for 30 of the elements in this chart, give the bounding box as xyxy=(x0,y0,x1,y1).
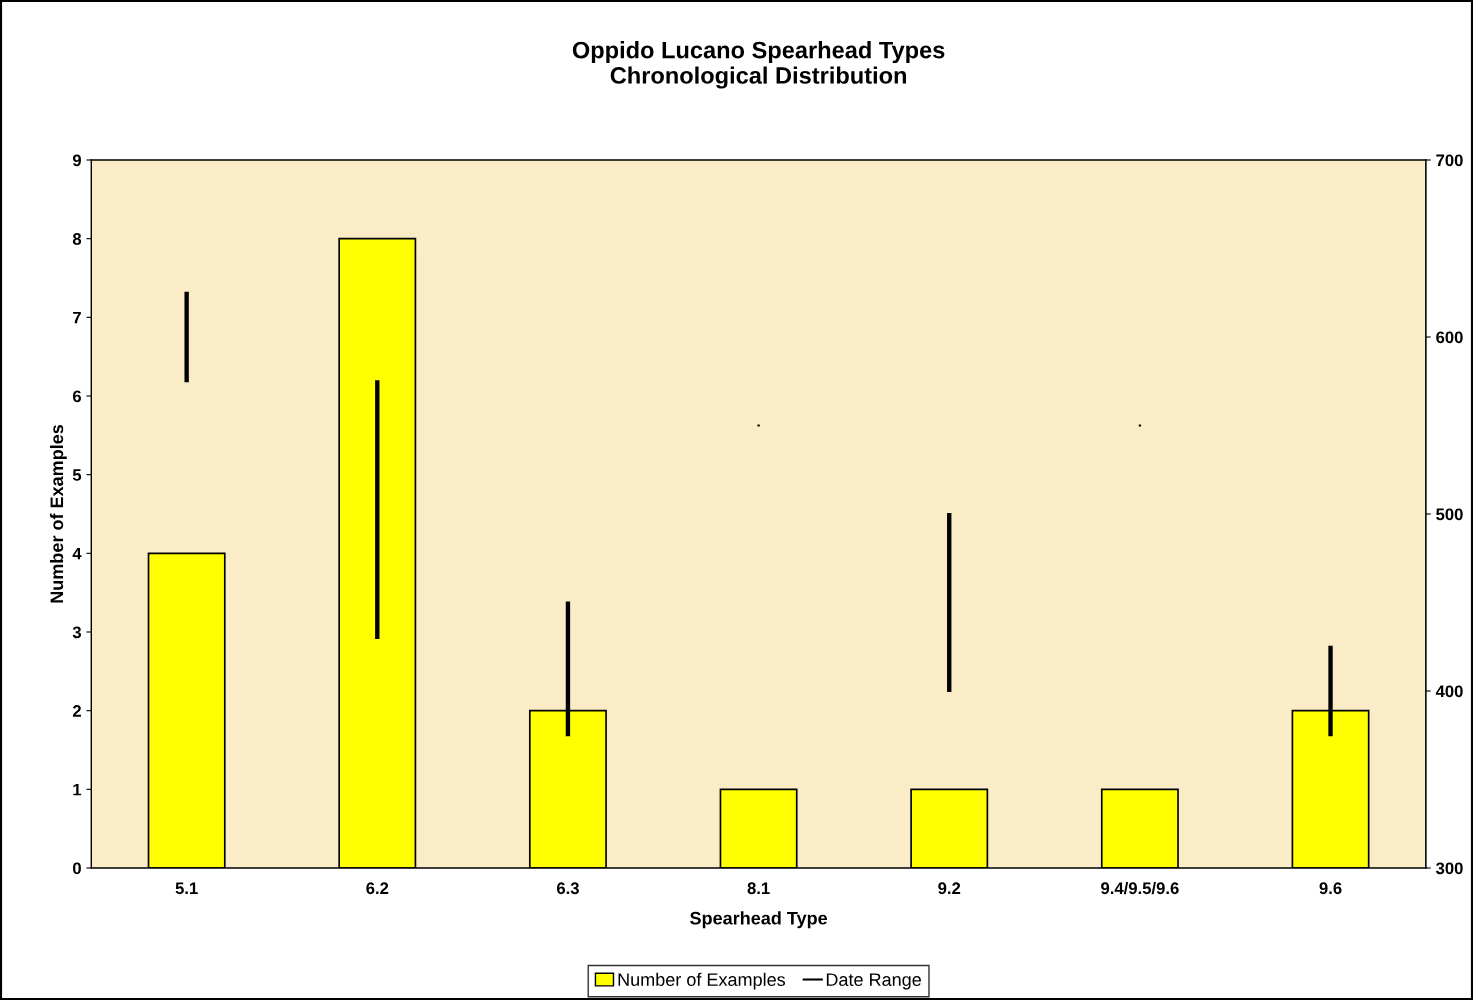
y-tick-label: 6 xyxy=(72,390,81,403)
y2-tick-label: 500 xyxy=(1436,508,1463,521)
y-tick-label: 2 xyxy=(72,705,81,717)
x-tick-label: 8.1 xyxy=(747,882,770,895)
y2-tick-label: 700 xyxy=(1436,154,1463,167)
y-tick-label: 5 xyxy=(72,469,82,481)
y-tick-label: 8 xyxy=(72,233,82,245)
chart-title: Oppido Lucano Spearhead Types Chronological Distribution xyxy=(572,41,945,89)
x-tick-label: 9.4/9.5/9.6 xyxy=(1101,881,1179,895)
y2-tick-label: 300 xyxy=(1435,862,1463,875)
y-tick-label: 7 xyxy=(73,311,81,324)
legend-label: Date Range xyxy=(826,973,921,990)
y-tick-label: 9 xyxy=(72,154,81,167)
x-tick-label: 5.1 xyxy=(175,882,198,895)
y2-tick-label: 400 xyxy=(1435,685,1463,698)
bar xyxy=(947,512,952,693)
x-tick-label: 9.6 xyxy=(1319,882,1342,895)
x-axis-title: Spearhead Type xyxy=(690,911,828,929)
y-tick-label: 1 xyxy=(73,783,82,796)
y-tick-label: 3 xyxy=(72,626,81,639)
x-tick-label: 6.3 xyxy=(556,882,579,895)
bar xyxy=(375,380,380,639)
x-tick-label: 6.2 xyxy=(366,882,389,895)
y-tick-label: 4 xyxy=(72,547,82,560)
y-tick-label: 0 xyxy=(72,862,81,875)
legend-label: Number of Examples xyxy=(618,972,786,990)
x-tick-label: 9.2 xyxy=(938,882,961,895)
bar xyxy=(184,291,189,383)
y2-tick-label: 600 xyxy=(1436,331,1463,344)
y-axis-title: Number of Examples xyxy=(49,424,67,603)
